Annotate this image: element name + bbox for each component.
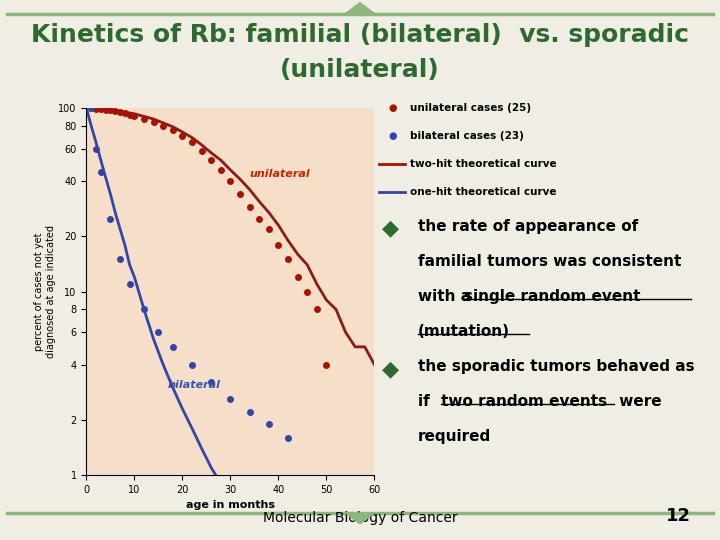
Text: familial tumors was consistent: familial tumors was consistent <box>418 254 681 269</box>
Text: ◆: ◆ <box>382 219 399 239</box>
Text: bilateral cases (23): bilateral cases (23) <box>410 131 524 141</box>
Text: Kinetics of Rb: familial (bilateral)  vs. sporadic: Kinetics of Rb: familial (bilateral) vs.… <box>31 23 689 47</box>
Text: ◆: ◆ <box>382 359 399 379</box>
Text: the sporadic tumors behaved as: the sporadic tumors behaved as <box>418 359 694 374</box>
Text: ●: ● <box>388 103 397 113</box>
Text: two random events: two random events <box>441 394 608 409</box>
Text: unilateral cases (25): unilateral cases (25) <box>410 103 531 113</box>
Text: Molecular Biology of Cancer: Molecular Biology of Cancer <box>263 511 457 525</box>
Y-axis label: percent of cases not yet
diagnosed at age indicated: percent of cases not yet diagnosed at ag… <box>34 225 55 358</box>
Text: bilateral: bilateral <box>168 380 221 389</box>
X-axis label: age in months: age in months <box>186 501 275 510</box>
Text: single random event: single random event <box>464 289 640 304</box>
Text: unilateral: unilateral <box>250 169 310 179</box>
Text: one-hit theoretical curve: one-hit theoretical curve <box>410 187 557 197</box>
Text: (mutation): (mutation) <box>418 324 510 339</box>
Text: were: were <box>614 394 662 409</box>
Text: the rate of appearance of: the rate of appearance of <box>418 219 638 234</box>
Text: required: required <box>418 429 491 444</box>
Text: two-hit theoretical curve: two-hit theoretical curve <box>410 159 557 169</box>
Text: 12: 12 <box>666 507 691 525</box>
Text: with a: with a <box>418 289 476 304</box>
Text: (unilateral): (unilateral) <box>280 58 440 82</box>
Text: ●: ● <box>388 131 397 141</box>
Text: if: if <box>418 394 435 409</box>
